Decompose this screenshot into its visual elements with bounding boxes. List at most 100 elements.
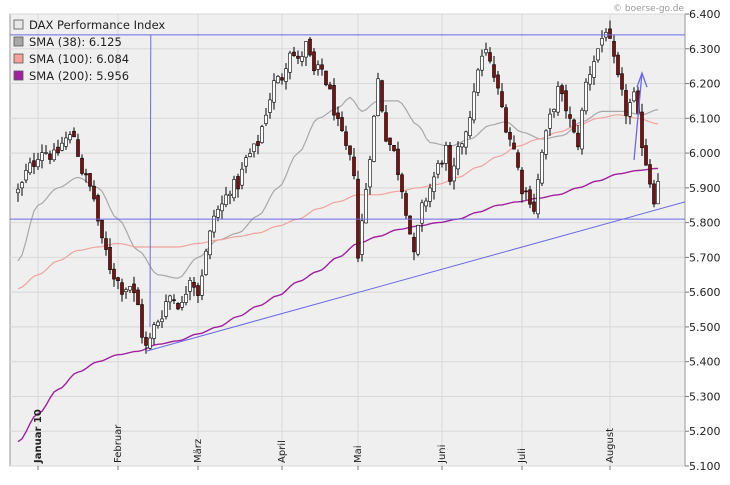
candle-body-down xyxy=(48,153,52,160)
legend-swatch-sma200 xyxy=(13,70,24,81)
candle-body-up xyxy=(44,152,48,154)
x-tick-label: Juli xyxy=(517,448,528,464)
y-tick-label: 5.300 xyxy=(689,390,721,403)
sma200-line xyxy=(17,167,659,443)
candle-body-down xyxy=(112,268,116,280)
candle-body-down xyxy=(296,55,300,59)
legend-label-dax: DAX Performance Index xyxy=(29,18,165,32)
x-tick-label: Januar 10 xyxy=(33,409,44,464)
candle-body-down xyxy=(512,142,516,150)
candle-body-up xyxy=(536,179,540,215)
candle-body-down xyxy=(392,144,396,151)
candle-body-down xyxy=(504,107,508,133)
candle-body-up xyxy=(60,142,64,151)
legend-swatch-sma38 xyxy=(13,36,24,47)
candle-body-down xyxy=(344,131,348,146)
candle-body-down xyxy=(524,190,528,193)
candle-body-up xyxy=(228,193,232,196)
candle-body-up xyxy=(160,318,164,322)
x-axis-ticks: Januar 10 Februar März April Mai Juni Juli Augu… xyxy=(33,409,616,470)
candle-body-down xyxy=(520,169,524,195)
candle-body-up xyxy=(372,115,376,162)
candle-body-down xyxy=(104,238,108,250)
forecast-arrow-head xyxy=(636,71,648,88)
candle-body-up xyxy=(188,280,192,292)
candle-body-down xyxy=(624,90,628,116)
candle-body-up xyxy=(600,38,604,46)
candle-body-down xyxy=(56,146,60,154)
candle-body-down xyxy=(616,54,620,76)
candle-body-up xyxy=(272,80,276,103)
x-tick-label: Februar xyxy=(113,424,124,463)
candle-body-down xyxy=(108,246,112,270)
candle-body-down xyxy=(100,219,104,239)
y-tick-label: 5.700 xyxy=(689,251,721,264)
candle-body-up xyxy=(148,337,152,349)
overlay-layer xyxy=(10,34,686,352)
candle-body-up xyxy=(580,109,584,150)
forecast-arrow-shaft xyxy=(633,73,643,161)
candle-body-down xyxy=(292,51,296,57)
candle-body-up xyxy=(628,102,632,117)
legend-swatch-dax xyxy=(13,19,24,30)
candle-body-down xyxy=(352,156,356,177)
candle-body-up xyxy=(284,68,288,82)
candle-body-up xyxy=(468,117,472,136)
y-tick-label: 6.100 xyxy=(689,112,721,125)
x-tick-label: Juni xyxy=(437,445,448,464)
candle-body-down xyxy=(608,28,612,39)
candle-body-down xyxy=(652,183,656,205)
candle-body-down xyxy=(328,84,332,90)
candle-body-down xyxy=(312,51,316,72)
y-tick-label: 6.200 xyxy=(689,78,721,91)
legend: DAX Performance Index SMA (38): 6.125 SM… xyxy=(13,18,165,83)
candle-body-up xyxy=(244,157,248,167)
candle-body-down xyxy=(644,145,648,166)
x-tick-label: März xyxy=(193,439,204,463)
legend-swatch-sma100 xyxy=(13,53,24,64)
candle-body-down xyxy=(332,85,336,116)
candle-body-down xyxy=(336,112,340,119)
candle-body-down xyxy=(528,189,532,205)
candle-body-down xyxy=(32,160,36,167)
candle-layer xyxy=(16,20,660,354)
candle-body-up xyxy=(204,250,208,275)
candle-body-up xyxy=(304,41,308,58)
candle-body-down xyxy=(96,195,100,222)
candle-body-down xyxy=(172,299,176,302)
legend-label-sma200: SMA (200): 5.956 xyxy=(29,69,129,83)
candle-body-down xyxy=(404,193,408,216)
candle-body-down xyxy=(192,282,196,288)
candle-body-down xyxy=(440,162,444,165)
candle-body-up xyxy=(28,162,32,174)
candle-body-down xyxy=(308,38,312,56)
candle-body-up xyxy=(464,131,468,148)
candle-body-up xyxy=(476,69,480,93)
candle-body-up xyxy=(184,294,188,303)
candle-body-down xyxy=(92,185,96,200)
candle-body-up xyxy=(216,209,220,218)
candle-body-up xyxy=(376,78,380,116)
candle-body-up xyxy=(432,176,436,192)
candle-body-down xyxy=(396,148,400,175)
candle-body-up xyxy=(472,91,476,121)
candle-body-down xyxy=(132,283,136,294)
candle-body-down xyxy=(620,73,624,90)
candle-body-up xyxy=(68,134,72,141)
candle-body-up xyxy=(220,203,224,212)
candle-body-up xyxy=(596,48,600,61)
candle-body-down xyxy=(572,119,576,133)
candle-body-down xyxy=(136,289,140,306)
candle-body-down xyxy=(496,74,500,89)
candle-body-up xyxy=(52,149,56,161)
candle-body-up xyxy=(180,302,184,308)
candle-body-up xyxy=(484,49,488,54)
candle-body-up xyxy=(360,220,364,255)
candle-body-up xyxy=(40,152,44,161)
candle-body-down xyxy=(576,132,580,148)
candle-body-down xyxy=(384,112,388,142)
y-tick-label: 6.300 xyxy=(689,43,721,56)
candle-body-up xyxy=(128,286,132,291)
candle-body-up xyxy=(168,295,172,303)
